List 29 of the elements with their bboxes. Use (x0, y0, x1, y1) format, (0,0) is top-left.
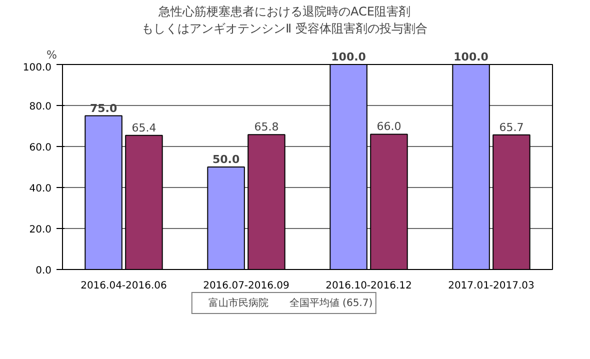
y-tick-label: 80.0 (29, 102, 52, 112)
data-label: 66.0 (376, 120, 402, 134)
x-tick-label: 2016.07-2016.09 (203, 280, 290, 292)
x-tick-label: 2017.01-2017.03 (448, 280, 534, 292)
x-tick-label: 2016.10-2016.12 (326, 280, 412, 292)
y-tick-label: 60.0 (29, 142, 52, 154)
data-label: 65.8 (254, 120, 279, 134)
data-label: 75.0 (90, 102, 118, 115)
bar (370, 134, 408, 270)
data-label: 100.0 (454, 50, 489, 64)
chart-subtitle: もしくはアンギオテンシンⅡ 受容体阻害剤の投与割合 (142, 22, 428, 36)
bar (84, 115, 122, 270)
y-axis-title: % (46, 48, 57, 62)
y-tick-label: 20.0 (29, 224, 52, 236)
chart-title: 急性心筋梗塞患者における退院時のACE阻害剤 (158, 4, 410, 18)
data-label: 100.0 (331, 50, 366, 64)
text: 富山市民病院 (208, 296, 268, 310)
x-tick-label: 2016.04-2016.06 (80, 280, 167, 292)
y-tick-label: 100.0 (22, 62, 52, 74)
data-label: 65.4 (132, 121, 156, 134)
y-tick-label: 0.0 (36, 266, 52, 276)
bar (492, 134, 530, 270)
bar (248, 134, 286, 270)
data-label: 50.0 (212, 153, 240, 166)
text: 全国平均値 (65.7) (289, 297, 373, 310)
y-tick-label: 40.0 (29, 184, 52, 194)
data-label: 65.7 (499, 120, 524, 134)
bar (207, 166, 245, 270)
bar (125, 134, 163, 270)
